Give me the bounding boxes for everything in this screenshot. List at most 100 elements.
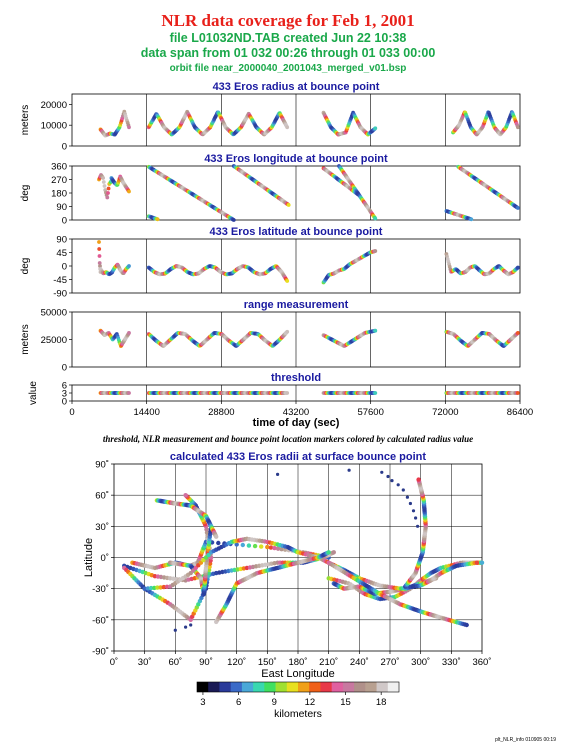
colorbar-swatch bbox=[365, 682, 377, 692]
track-point bbox=[272, 545, 277, 551]
x-tick-label: 270˚ bbox=[380, 657, 399, 668]
colorbar-swatch bbox=[320, 682, 332, 692]
data-point bbox=[127, 391, 131, 395]
track-point bbox=[234, 542, 239, 547]
scatter-point bbox=[173, 628, 177, 632]
scatter-point bbox=[347, 468, 351, 472]
colorbar-label: kilometers bbox=[274, 708, 322, 720]
data-point bbox=[101, 176, 105, 180]
y-tick-label: 10000 bbox=[41, 121, 67, 132]
x-tick-label: 0 bbox=[69, 407, 74, 418]
x-tick-label: 210˚ bbox=[319, 657, 338, 668]
data-point bbox=[127, 331, 131, 335]
colorbar-tick-label: 18 bbox=[376, 697, 387, 708]
track-point bbox=[158, 585, 163, 590]
track-point bbox=[331, 550, 336, 555]
y-tick-label: -30˚ bbox=[92, 584, 109, 595]
y-tick-label: 90˚ bbox=[95, 460, 109, 471]
scatter-point bbox=[414, 516, 418, 520]
data-point bbox=[97, 247, 102, 251]
scatter-point bbox=[390, 479, 394, 483]
y-tick-label: 45 bbox=[56, 248, 67, 259]
scatter-point bbox=[276, 472, 280, 476]
panel-title: threshold bbox=[271, 372, 321, 384]
x-tick-label: 330˚ bbox=[442, 657, 461, 668]
data-point bbox=[373, 249, 378, 253]
track-point bbox=[155, 585, 160, 590]
y-tick-label: 270 bbox=[51, 175, 67, 186]
x-tick-label: 72000 bbox=[432, 407, 458, 418]
colorbar-swatch bbox=[387, 682, 400, 692]
scatter-point bbox=[411, 509, 416, 513]
colorbar-tick-label: 3 bbox=[200, 697, 205, 708]
scatter-point bbox=[401, 488, 405, 492]
colorbar-tick-label: 15 bbox=[340, 697, 351, 708]
scatter-point bbox=[386, 474, 390, 479]
track-point bbox=[183, 493, 188, 498]
track-point bbox=[268, 545, 274, 550]
x-tick-label: 28800 bbox=[208, 407, 234, 418]
panel-title: 433 Eros radius at bounce point bbox=[213, 81, 380, 93]
colorbar-tick-label: 12 bbox=[305, 697, 316, 708]
colorbar-tick-label: 6 bbox=[236, 697, 241, 708]
track-point bbox=[275, 546, 281, 551]
colorbar-tick-label: 9 bbox=[272, 697, 277, 708]
x-axis-label: East Longitude bbox=[261, 668, 334, 680]
data-point bbox=[285, 279, 290, 283]
track-point bbox=[252, 543, 258, 549]
file-info: file L01032ND.TAB created Jun 22 10:38 bbox=[169, 31, 407, 45]
track-point bbox=[479, 560, 485, 565]
x-tick-label: 60˚ bbox=[168, 657, 182, 668]
y-tick-label: 0 bbox=[62, 363, 67, 374]
scatter-point bbox=[405, 495, 409, 499]
footer-stamp: plt_NLR_info 010905 00:19 bbox=[495, 737, 556, 743]
data-span-info: data span from 01 032 00:26 through 01 0… bbox=[140, 46, 436, 60]
y-tick-label: 20000 bbox=[41, 100, 67, 111]
track-point bbox=[145, 586, 151, 591]
colorbar-swatch bbox=[275, 682, 288, 692]
colorbar-swatch bbox=[264, 682, 276, 692]
x-tick-label: 30˚ bbox=[138, 657, 152, 668]
track-point bbox=[246, 543, 252, 548]
data-point bbox=[106, 186, 111, 191]
scatter-point bbox=[408, 501, 412, 506]
y-tick-label: -45 bbox=[53, 275, 67, 286]
y-axis-label: meters bbox=[20, 105, 31, 136]
colorbar-frame bbox=[196, 681, 400, 693]
x-tick-label: 14400 bbox=[133, 407, 159, 418]
data-point bbox=[231, 218, 236, 222]
data-point bbox=[516, 206, 520, 210]
data-point bbox=[97, 254, 102, 258]
x-tick-label: 0˚ bbox=[110, 657, 118, 668]
x-tick-label: 120˚ bbox=[227, 657, 246, 668]
data-point bbox=[105, 195, 110, 200]
y-tick-label: 0 bbox=[62, 262, 67, 273]
orbit-file-info: orbit file near_2000040_2001043_merged_v… bbox=[169, 63, 407, 74]
data-point bbox=[127, 264, 131, 268]
y-tick-label: -60˚ bbox=[92, 615, 109, 626]
colorbar-swatch bbox=[241, 682, 254, 692]
colorbar-swatch bbox=[342, 682, 355, 692]
y-axis-label: deg bbox=[20, 185, 31, 202]
y-tick-label: 360 bbox=[51, 162, 67, 173]
track-point bbox=[216, 540, 221, 546]
data-point bbox=[516, 331, 520, 335]
scatter-point bbox=[189, 623, 193, 627]
track-point bbox=[474, 560, 480, 565]
y-tick-label: 90 bbox=[56, 235, 67, 246]
track-point bbox=[464, 622, 469, 628]
colorbar-swatch bbox=[376, 682, 389, 692]
track-point bbox=[214, 534, 219, 539]
colorbar-swatch bbox=[253, 682, 265, 692]
panel-title: 433 Eros latitude at bounce point bbox=[210, 226, 383, 238]
y-axis-label: deg bbox=[20, 258, 31, 275]
colorbar-swatch bbox=[354, 682, 366, 692]
colorbar-swatch bbox=[208, 682, 220, 692]
y-tick-label: 25000 bbox=[41, 335, 67, 346]
y-axis-label: Latitude bbox=[83, 538, 95, 577]
panel-title: calculated 433 Eros radii at surface bou… bbox=[170, 451, 426, 463]
x-tick-label: 240˚ bbox=[350, 657, 369, 668]
data-point bbox=[373, 391, 378, 395]
y-tick-label: 0 bbox=[62, 216, 67, 227]
